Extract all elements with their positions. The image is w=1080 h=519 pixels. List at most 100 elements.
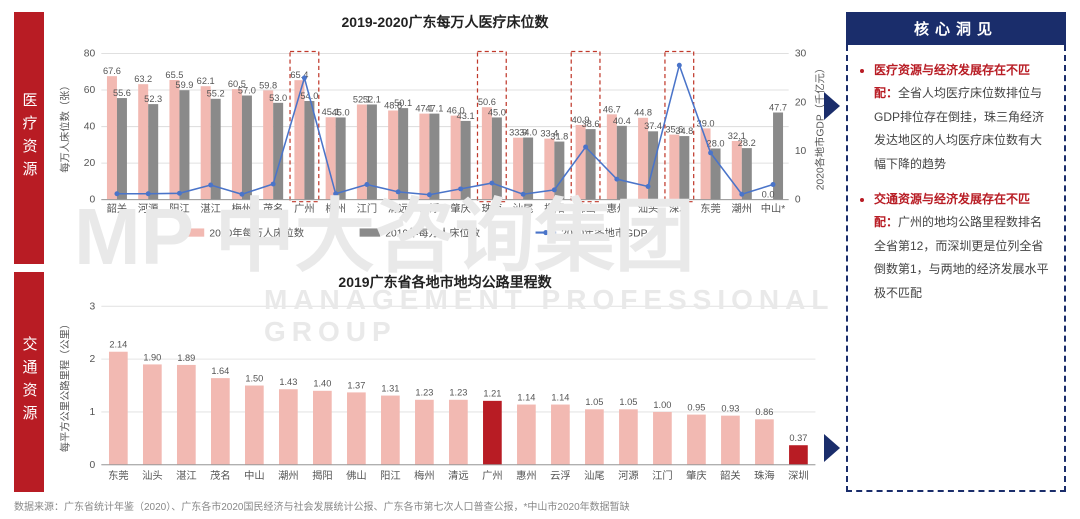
- svg-text:2020年各地市GDP: 2020年各地市GDP: [561, 227, 647, 240]
- svg-text:20: 20: [795, 97, 807, 108]
- svg-text:广州: 广州: [294, 203, 315, 215]
- svg-text:1.05: 1.05: [619, 398, 637, 408]
- svg-text:佛山: 佛山: [575, 202, 596, 215]
- svg-text:茂名: 茂名: [263, 202, 284, 215]
- svg-text:55.2: 55.2: [207, 89, 225, 99]
- svg-text:0.86: 0.86: [755, 408, 773, 418]
- svg-text:惠州: 惠州: [607, 202, 628, 215]
- svg-text:珠海: 珠海: [482, 202, 503, 215]
- svg-text:云浮: 云浮: [419, 203, 440, 215]
- svg-text:中山*: 中山*: [761, 202, 786, 215]
- svg-text:63.2: 63.2: [134, 74, 152, 84]
- svg-text:45.0: 45.0: [488, 107, 506, 117]
- svg-text:佛山: 佛山: [346, 470, 367, 483]
- svg-text:47.7: 47.7: [769, 102, 787, 112]
- svg-text:67.6: 67.6: [103, 66, 121, 76]
- svg-text:20: 20: [84, 158, 96, 169]
- top-chart-wrap: 2019-2020广东每万人医疗床位数 0204060800102030每万人床…: [54, 12, 836, 264]
- svg-text:揭阳: 揭阳: [544, 202, 565, 215]
- svg-text:肇庆: 肇庆: [686, 470, 707, 483]
- svg-text:潮州: 潮州: [732, 202, 753, 215]
- svg-text:江门: 江门: [357, 202, 378, 215]
- svg-text:0.93: 0.93: [721, 404, 739, 414]
- chevron-icon: [824, 434, 840, 462]
- svg-text:31.8: 31.8: [550, 131, 568, 141]
- svg-text:0: 0: [795, 195, 801, 206]
- svg-text:肇庆: 肇庆: [450, 202, 471, 215]
- svg-text:汕尾: 汕尾: [584, 471, 605, 483]
- svg-text:湛江: 湛江: [176, 471, 197, 483]
- svg-text:东莞: 东莞: [700, 202, 721, 215]
- top-chart: 0204060800102030每万人床位数（张）2020各地市GDP（千亿元）…: [54, 36, 836, 264]
- side-tab-medical: 医疗资源: [14, 12, 44, 264]
- left-charts: MP 中大咨询集团 MANAGEMENT PROFESSIONAL GROUP …: [14, 12, 836, 492]
- svg-text:1.21: 1.21: [483, 389, 501, 399]
- svg-text:1.50: 1.50: [245, 374, 263, 384]
- svg-text:深圳: 深圳: [669, 203, 690, 215]
- svg-text:55.6: 55.6: [113, 88, 131, 98]
- chevron-icon: [824, 92, 840, 120]
- top-chart-title: 2019-2020广东每万人医疗床位数: [54, 12, 836, 32]
- svg-text:东莞: 东莞: [108, 470, 129, 483]
- insight-body: 医疗资源与经济发展存在不匹配：全省人均医疗床位数排位与GDP排位存在倒挂，珠三角…: [846, 45, 1066, 492]
- svg-text:28.2: 28.2: [738, 138, 756, 148]
- insight-item: 医疗资源与经济发展存在不匹配：全省人均医疗床位数排位与GDP排位存在倒挂，珠三角…: [874, 59, 1052, 176]
- svg-text:汕头: 汕头: [638, 203, 659, 215]
- svg-text:47.1: 47.1: [425, 104, 443, 114]
- svg-text:汕尾: 汕尾: [513, 203, 534, 215]
- svg-text:阳江: 阳江: [169, 203, 190, 215]
- svg-text:韶关: 韶关: [107, 202, 128, 215]
- svg-text:潮州: 潮州: [278, 470, 299, 483]
- bottom-row: 交通资源 2019广东省各地市地均公路里程数 0123每平方公里公路里程（公里）…: [14, 272, 836, 492]
- svg-text:汕头: 汕头: [142, 471, 163, 483]
- svg-text:59.9: 59.9: [175, 80, 193, 90]
- svg-text:江门: 江门: [652, 470, 673, 483]
- svg-text:38.6: 38.6: [582, 119, 600, 129]
- svg-text:0.37: 0.37: [789, 434, 807, 444]
- svg-text:1.23: 1.23: [449, 388, 467, 398]
- svg-text:深圳: 深圳: [788, 471, 809, 483]
- svg-text:62.1: 62.1: [197, 76, 215, 86]
- svg-text:2020各地市GDP（千亿元）: 2020各地市GDP（千亿元）: [814, 63, 827, 190]
- svg-text:43.1: 43.1: [457, 111, 475, 121]
- svg-text:1.37: 1.37: [347, 381, 365, 391]
- top-row: 医疗资源 2019-2020广东每万人医疗床位数 020406080010203…: [14, 12, 836, 264]
- svg-text:茂名: 茂名: [210, 470, 231, 483]
- svg-text:梅州: 梅州: [414, 470, 435, 483]
- svg-text:中山: 中山: [244, 470, 265, 483]
- svg-text:0.95: 0.95: [687, 403, 705, 413]
- svg-text:每平方公里公路里程（公里）: 每平方公里公路里程（公里）: [58, 319, 71, 452]
- svg-text:河源: 河源: [618, 470, 639, 483]
- svg-text:1.90: 1.90: [143, 353, 161, 363]
- svg-text:梅州: 梅州: [232, 202, 253, 215]
- svg-text:57.0: 57.0: [238, 85, 256, 95]
- bottom-chart-wrap: 2019广东省各地市地均公路里程数 0123每平方公里公路里程（公里）2.14东…: [54, 272, 836, 492]
- svg-text:45.0: 45.0: [332, 107, 350, 117]
- svg-text:34.8: 34.8: [675, 126, 693, 136]
- insight-item: 交通资源与经济发展存在不匹配：广州的地均公路里程数排名全省第12，而深圳更是位列…: [874, 188, 1052, 305]
- svg-text:37.4: 37.4: [644, 121, 662, 131]
- insight-list: 医疗资源与经济发展存在不匹配：全省人均医疗床位数排位与GDP排位存在倒挂，珠三角…: [860, 59, 1052, 305]
- svg-text:50.1: 50.1: [394, 98, 412, 108]
- svg-text:52.3: 52.3: [144, 94, 162, 104]
- svg-text:1.31: 1.31: [381, 384, 399, 394]
- page: MP 中大咨询集团 MANAGEMENT PROFESSIONAL GROUP …: [0, 0, 1080, 519]
- svg-text:清远: 清远: [388, 202, 409, 215]
- svg-text:2: 2: [89, 355, 95, 366]
- svg-text:10: 10: [795, 146, 807, 157]
- svg-text:60: 60: [84, 85, 96, 96]
- svg-text:0: 0: [89, 195, 95, 206]
- svg-text:65.5: 65.5: [165, 70, 183, 80]
- svg-text:每万人床位数（张）: 每万人床位数（张）: [58, 80, 71, 172]
- side-tab-traffic: 交通资源: [14, 272, 44, 492]
- svg-text:59.8: 59.8: [259, 80, 277, 90]
- svg-text:3: 3: [89, 302, 95, 313]
- bottom-chart-title: 2019广东省各地市地均公路里程数: [54, 272, 836, 292]
- svg-text:1.14: 1.14: [517, 393, 535, 403]
- svg-text:梅州: 梅州: [325, 202, 346, 215]
- svg-text:40: 40: [84, 122, 96, 133]
- svg-text:0: 0: [89, 460, 95, 471]
- svg-text:2.14: 2.14: [109, 340, 127, 350]
- svg-text:阳江: 阳江: [380, 471, 401, 483]
- svg-text:云浮: 云浮: [550, 471, 571, 483]
